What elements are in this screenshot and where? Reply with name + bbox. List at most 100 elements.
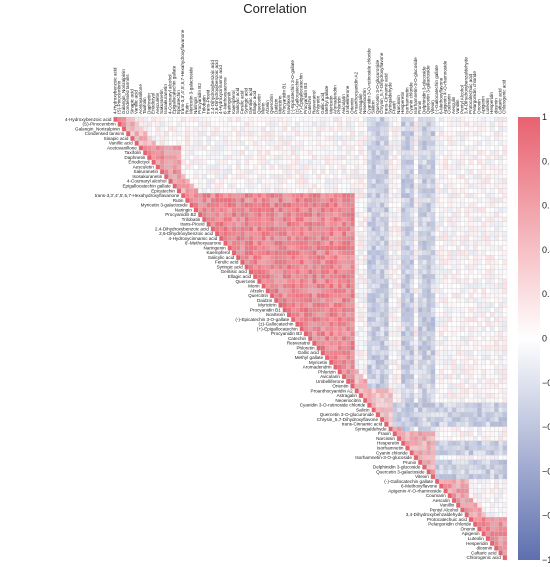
heatmap-cell (295, 197, 300, 203)
heatmap-cell (341, 335, 347, 342)
heatmap-cell (240, 131, 245, 137)
heatmap-cell (358, 245, 364, 251)
heatmap-cell (303, 274, 309, 280)
heatmap-cell (430, 374, 436, 380)
heatmap-cell (223, 116, 228, 122)
heatmap-cell (333, 293, 338, 299)
heatmap-cell (375, 121, 381, 127)
heatmap-cell (299, 312, 305, 318)
heatmap-cell (337, 302, 343, 308)
heatmap-cell (447, 221, 453, 227)
heatmap-cell (473, 264, 478, 270)
heatmap-cell (451, 436, 457, 442)
heatmap-cell (253, 212, 258, 218)
heatmap-cell (312, 212, 317, 218)
heatmap-cell (244, 197, 250, 203)
heatmap-cell (409, 307, 415, 313)
heatmap-cell (159, 140, 165, 146)
heatmap-cell (257, 188, 262, 194)
heatmap-cell (430, 126, 436, 132)
heatmap-cell (176, 131, 182, 137)
heatmap-cell (502, 116, 508, 122)
legend-tick-label: −0.2 (542, 378, 550, 388)
heatmap-cell (392, 255, 398, 261)
heatmap-cell (460, 131, 465, 137)
heatmap-cell (333, 288, 338, 294)
heatmap-cell (236, 202, 241, 208)
heatmap-cell (460, 159, 465, 165)
heatmap-cell (456, 259, 461, 265)
heatmap-cell (413, 431, 419, 437)
heatmap-cell (481, 445, 486, 451)
heatmap-cell (413, 364, 419, 370)
heatmap-cell (333, 154, 338, 160)
heatmap-cell (320, 231, 326, 237)
heatmap-cell (341, 364, 347, 370)
heatmap-cell (354, 369, 360, 375)
heatmap-cell (350, 331, 355, 337)
heatmap-cell (477, 416, 482, 422)
heatmap-cell (409, 297, 415, 303)
heatmap-cell (286, 131, 292, 137)
heatmap-cell (197, 197, 203, 203)
heatmap-cell (367, 340, 372, 346)
heatmap-cell (502, 274, 508, 280)
heatmap-cell (439, 350, 444, 356)
heatmap-cell (451, 340, 457, 346)
heatmap-cell (350, 188, 355, 194)
heatmap-cell (274, 231, 279, 237)
heatmap-cell (308, 197, 313, 203)
column-label: Aesculin (451, 96, 456, 114)
heatmap-cell (434, 245, 440, 251)
heatmap-cell (473, 397, 478, 403)
column-label: Neoeriocitrin (362, 88, 367, 114)
heatmap-cell (405, 350, 410, 356)
heatmap-cell (371, 340, 376, 346)
heatmap-cell (269, 212, 275, 218)
heatmap-cell (299, 221, 305, 227)
heatmap-cell (494, 359, 499, 365)
heatmap-cell (308, 221, 313, 227)
row-label: Naringenin (204, 245, 227, 250)
heatmap-cell (409, 350, 415, 356)
heatmap-cell (295, 288, 300, 294)
heatmap-cell (439, 159, 444, 165)
heatmap-cell (477, 521, 482, 527)
heatmap-cell (430, 378, 436, 384)
heatmap-cell (244, 150, 250, 156)
heatmap-cell (464, 178, 470, 184)
heatmap-cell (418, 426, 423, 432)
heatmap-cell (447, 307, 453, 313)
row-label: Coumarin (426, 493, 446, 498)
heatmap-cell (202, 188, 207, 194)
heatmap-cell (401, 135, 406, 141)
heatmap-cell (447, 278, 453, 284)
heatmap-cell (282, 250, 288, 256)
heatmap-cell (168, 150, 173, 156)
heatmap-cell (485, 326, 491, 332)
heatmap-cell (358, 331, 364, 337)
heatmap-cell (418, 359, 423, 365)
heatmap-cell (291, 126, 296, 132)
heatmap-cell (333, 207, 338, 213)
heatmap-cell (291, 207, 296, 213)
heatmap-cell (434, 331, 440, 337)
heatmap-cell (502, 483, 508, 489)
heatmap-cell (460, 240, 465, 246)
heatmap-cell (274, 235, 279, 241)
heatmap-cell (384, 321, 389, 327)
heatmap-cell (379, 397, 385, 403)
heatmap-cell (210, 116, 216, 122)
heatmap-cell (341, 207, 347, 213)
heatmap-cell (464, 497, 470, 503)
heatmap-cell (481, 464, 486, 470)
heatmap-cell (168, 135, 173, 141)
heatmap-cell (456, 493, 461, 499)
heatmap-cell (422, 207, 427, 213)
heatmap-cell (405, 174, 410, 180)
heatmap-cell (481, 493, 486, 499)
heatmap-cell (354, 364, 360, 370)
heatmap-cell (447, 340, 453, 346)
heatmap-cell (316, 126, 321, 132)
heatmap-cell (439, 402, 444, 408)
